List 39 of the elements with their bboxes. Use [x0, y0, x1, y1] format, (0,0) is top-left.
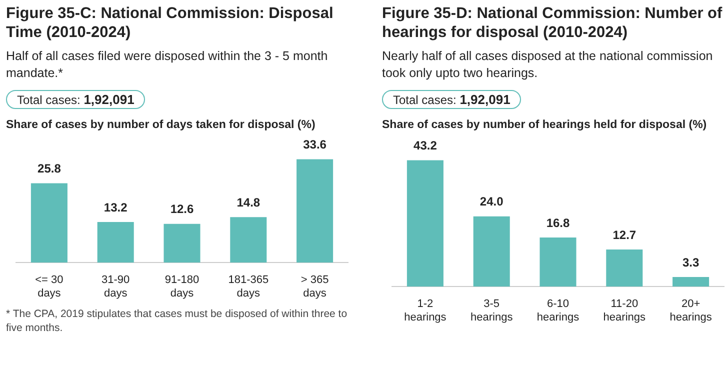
y-axis-title: Share of cases by number of days taken for disposal (%) — [6, 119, 316, 131]
bar — [97, 222, 134, 263]
y-axis-title: Share of cases by number of hearings held for disposal (%) — [382, 119, 708, 131]
chart-subtitle: Half of all cases filed were disposed within the 3 - 5 month mandate.* — [6, 48, 329, 82]
data-label: 13.2 — [104, 200, 128, 214]
x-tick-label: 31-90 days — [102, 274, 130, 300]
data-label: 24.0 — [480, 194, 504, 209]
data-label: 12.7 — [612, 228, 636, 242]
data-label: 16.8 — [546, 216, 570, 230]
bar — [30, 183, 68, 263]
bar — [473, 216, 510, 287]
bar — [164, 224, 200, 263]
bar — [540, 237, 576, 287]
data-label: 25.8 — [38, 162, 62, 176]
bar — [296, 159, 334, 263]
x-tick-label: > 365 days — [300, 274, 329, 300]
text: Total cases: 1,92,091 — [382, 90, 522, 109]
x-tick-label: 91-180 days — [164, 274, 200, 300]
data-label: 33.6 — [303, 138, 327, 152]
data-label: 14.8 — [236, 195, 260, 210]
bar — [606, 249, 643, 287]
text: * The CPA, 2019 stipulates that cases must be disposed of within three to five months. — [6, 307, 348, 335]
bar — [672, 276, 710, 287]
bar — [230, 217, 267, 263]
data-label: 12.6 — [170, 202, 194, 216]
x-tick-label: 3-5 hearings — [470, 298, 514, 324]
x-tick-label: 1-2 hearings — [404, 298, 447, 324]
data-label: 43.2 — [414, 138, 438, 153]
x-tick-label: 181-365 days — [228, 274, 269, 300]
chart-title: Figure 35-C: National Commission: Disposal Time (2010-2024) — [6, 4, 334, 42]
text: Total cases: 1,92,091 — [6, 90, 146, 109]
x-tick-label: 20+ hearings — [670, 298, 712, 324]
chart-title: Figure 35-D: National Commission: Number of hearings for disposal (2010-2024) — [382, 4, 724, 42]
chart-subtitle: Nearly half of all cases disposed at the national commission took only upto two hearings. — [382, 48, 714, 82]
x-tick-label: 11-20 hearings — [603, 298, 646, 324]
bar — [406, 160, 444, 287]
x-tick-label: 6-10 hearings — [536, 298, 580, 324]
data-label: 3.3 — [682, 255, 700, 270]
x-tick-label: <= 30 days — [35, 274, 64, 300]
